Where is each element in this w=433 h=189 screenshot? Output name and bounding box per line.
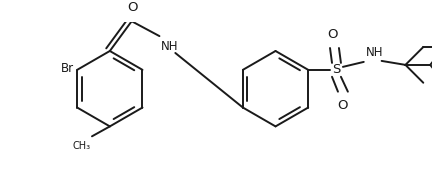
Text: CH₃: CH₃	[73, 141, 91, 151]
Text: O: O	[127, 1, 138, 14]
Text: Br: Br	[61, 62, 74, 75]
Text: S: S	[332, 63, 340, 76]
Text: NH: NH	[366, 46, 383, 59]
Text: O: O	[327, 28, 337, 41]
Text: NH: NH	[161, 40, 178, 53]
Text: O: O	[338, 99, 348, 112]
